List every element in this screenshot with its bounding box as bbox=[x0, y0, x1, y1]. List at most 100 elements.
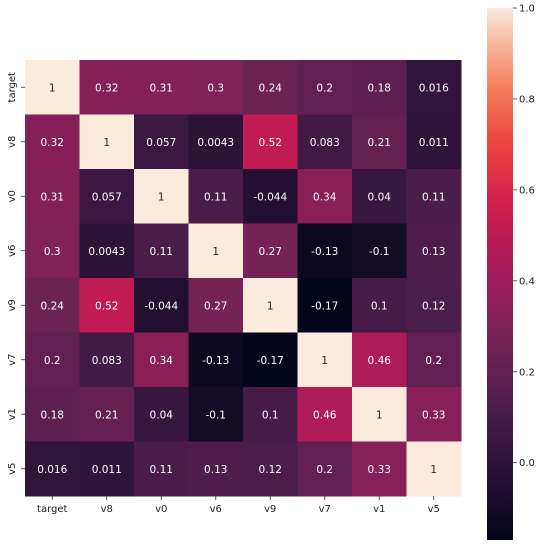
heatmap-cell bbox=[406, 441, 462, 497]
x-tick-label: v8 bbox=[101, 504, 113, 515]
x-tick-label: target bbox=[37, 504, 67, 515]
heatmap-cell bbox=[297, 114, 353, 170]
heatmap-cell bbox=[25, 441, 80, 497]
cell-value-label: 1 bbox=[321, 355, 328, 367]
cell-value-label: 0.31 bbox=[41, 191, 64, 203]
colorbar-tick-label: 0.4 bbox=[519, 276, 535, 287]
heatmap-cell bbox=[243, 387, 298, 442]
cell-value-label: 0.04 bbox=[368, 191, 392, 203]
heatmap-cell bbox=[406, 114, 462, 170]
x-tick-label: v1 bbox=[373, 504, 385, 515]
heatmap-cell bbox=[79, 60, 135, 115]
heatmap-cell bbox=[243, 114, 298, 170]
heatmap-cell bbox=[25, 114, 80, 170]
cell-value-label: 1 bbox=[49, 82, 56, 94]
heatmap-cell bbox=[352, 387, 407, 442]
heatmap-cell bbox=[188, 223, 244, 279]
colorbar-tick-label: 0.2 bbox=[519, 367, 535, 378]
heatmap-cell bbox=[406, 60, 462, 115]
cell-value-label: 0.12 bbox=[259, 464, 282, 476]
cell-value-label: 1 bbox=[103, 137, 110, 149]
heatmap-cell bbox=[25, 223, 80, 279]
heatmap-cell bbox=[134, 441, 189, 497]
y-tick-label: v9 bbox=[7, 299, 18, 311]
cell-value-label: 0.1 bbox=[371, 300, 388, 312]
heatmap-cell bbox=[352, 332, 407, 388]
cell-value-label: 0.0043 bbox=[88, 246, 125, 258]
heatmap-cell bbox=[134, 169, 189, 224]
x-tick-label: v7 bbox=[319, 504, 331, 515]
heatmap-cell bbox=[25, 60, 80, 115]
cell-value-label: -0.044 bbox=[144, 300, 178, 312]
cell-value-label: 0.52 bbox=[95, 300, 118, 312]
cell-value-label: 0.11 bbox=[422, 191, 445, 203]
cell-value-label: 0.12 bbox=[422, 300, 445, 312]
heatmap-cell bbox=[188, 169, 244, 224]
x-tick-label: v0 bbox=[155, 504, 167, 515]
heatmap-cell bbox=[188, 387, 244, 442]
x-tick-label: v6 bbox=[210, 504, 222, 515]
heatmap-cell bbox=[243, 60, 298, 115]
cell-value-label: 0.11 bbox=[150, 464, 173, 476]
cell-value-label: 0.04 bbox=[150, 409, 174, 421]
y-tick-label: v0 bbox=[7, 190, 18, 202]
y-tick-label: v6 bbox=[7, 245, 18, 257]
cell-value-label: 0.27 bbox=[259, 246, 282, 258]
heatmap-cell bbox=[79, 169, 135, 224]
cell-value-label: 1 bbox=[212, 246, 219, 258]
cell-value-label: 0.34 bbox=[150, 355, 174, 367]
heatmap-cell bbox=[188, 441, 244, 497]
heatmap-cell bbox=[297, 60, 353, 115]
heatmap-cell bbox=[406, 332, 462, 388]
heatmap-cell bbox=[134, 278, 189, 333]
heatmap-cell bbox=[25, 169, 80, 224]
heatmap-cell bbox=[243, 441, 298, 497]
y-axis: target v8 v0 v6 v9 v7 v1 v5 bbox=[7, 72, 25, 475]
cell-value-label: 0.083 bbox=[310, 137, 340, 149]
colorbar-tick-label: 0.0 bbox=[519, 458, 535, 469]
heatmap-cell bbox=[297, 332, 353, 388]
cell-value-label: 0.13 bbox=[204, 464, 227, 476]
heatmap-cell bbox=[352, 60, 407, 115]
cell-value-label: 0.3 bbox=[207, 82, 224, 94]
cell-value-label: -0.17 bbox=[257, 355, 284, 367]
heatmap-cell bbox=[188, 278, 244, 333]
heatmap-cell bbox=[243, 278, 298, 333]
heatmap-cell bbox=[406, 169, 462, 224]
cell-value-label: 0.13 bbox=[422, 246, 445, 258]
heatmap-cell bbox=[406, 223, 462, 279]
cell-value-label: 0.2 bbox=[425, 355, 442, 367]
cell-value-label: 0.52 bbox=[259, 137, 282, 149]
cell-value-label: 0.016 bbox=[419, 82, 449, 94]
cell-value-label: 0.21 bbox=[368, 137, 391, 149]
cell-value-label: -0.1 bbox=[369, 246, 390, 258]
heatmap-cell bbox=[406, 278, 462, 333]
cell-value-label: 0.011 bbox=[92, 464, 122, 476]
cell-value-label: 0.2 bbox=[316, 464, 333, 476]
heatmap-cell bbox=[79, 114, 135, 170]
heatmap-cell bbox=[25, 332, 80, 388]
heatmap-cell bbox=[243, 169, 298, 224]
heatmap-cell bbox=[297, 387, 353, 442]
colorbar-tick-label: 0.8 bbox=[519, 94, 535, 105]
cell-value-label: 0.46 bbox=[368, 355, 392, 367]
y-tick-label: v1 bbox=[7, 408, 18, 420]
cell-value-label: 0.27 bbox=[204, 300, 227, 312]
heatmap-cell bbox=[297, 441, 353, 497]
y-tick-label: target bbox=[7, 72, 18, 102]
cell-value-label: 0.1 bbox=[262, 409, 279, 421]
y-tick-label: v7 bbox=[7, 354, 18, 366]
cell-value-label: 0.24 bbox=[41, 300, 65, 312]
heatmap-cell bbox=[134, 60, 189, 115]
heatmap-cell bbox=[79, 278, 135, 333]
cell-value-label: 0.011 bbox=[419, 137, 449, 149]
heatmap-cell bbox=[243, 223, 298, 279]
heatmap-cell bbox=[134, 332, 189, 388]
heatmap-cell bbox=[79, 223, 135, 279]
heatmap-cell bbox=[352, 223, 407, 279]
heatmap-cell bbox=[134, 387, 189, 442]
heatmap-cell bbox=[79, 387, 135, 442]
heatmap-cell bbox=[188, 332, 244, 388]
cell-value-label: 1 bbox=[158, 191, 165, 203]
